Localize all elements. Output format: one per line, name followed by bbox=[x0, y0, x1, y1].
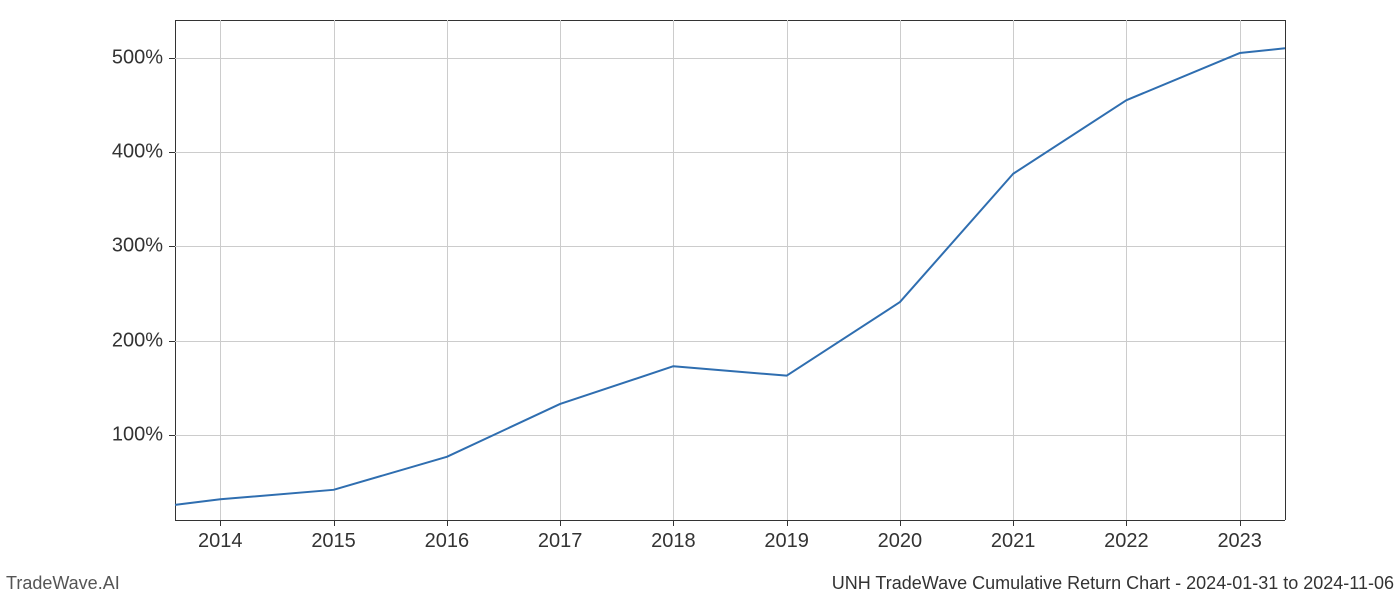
x-tick-label: 2017 bbox=[538, 530, 583, 553]
x-tick-mark bbox=[220, 520, 221, 526]
x-tick-mark bbox=[673, 520, 674, 526]
line-series-layer bbox=[175, 20, 1285, 520]
x-tick-label: 2020 bbox=[878, 530, 923, 553]
chart-plot-area: 2014201520162017201820192020202120222023… bbox=[175, 20, 1285, 520]
y-tick-label: 400% bbox=[103, 141, 163, 164]
x-tick-mark bbox=[1240, 520, 1241, 526]
x-tick-mark bbox=[1013, 520, 1014, 526]
y-tick-label: 300% bbox=[103, 235, 163, 258]
footer-left-text: TradeWave.AI bbox=[6, 573, 120, 594]
x-tick-mark bbox=[787, 520, 788, 526]
y-tick-label: 100% bbox=[103, 424, 163, 447]
x-tick-label: 2015 bbox=[311, 530, 356, 553]
axis-spine-right bbox=[1285, 20, 1286, 520]
y-tick-label: 500% bbox=[103, 46, 163, 69]
x-tick-label: 2021 bbox=[991, 530, 1036, 553]
x-tick-mark bbox=[560, 520, 561, 526]
x-tick-label: 2022 bbox=[1104, 530, 1149, 553]
x-tick-mark bbox=[334, 520, 335, 526]
y-tick-label: 200% bbox=[103, 329, 163, 352]
x-tick-label: 2018 bbox=[651, 530, 696, 553]
x-tick-label: 2016 bbox=[425, 530, 470, 553]
x-tick-label: 2019 bbox=[764, 530, 809, 553]
footer-right-text: UNH TradeWave Cumulative Return Chart - … bbox=[832, 573, 1394, 594]
x-tick-label: 2023 bbox=[1217, 530, 1262, 553]
x-tick-label: 2014 bbox=[198, 530, 243, 553]
x-tick-mark bbox=[447, 520, 448, 526]
x-tick-mark bbox=[1126, 520, 1127, 526]
x-tick-mark bbox=[900, 520, 901, 526]
series-line-cumulative_return bbox=[175, 48, 1285, 505]
axis-spine-bottom bbox=[175, 520, 1285, 521]
